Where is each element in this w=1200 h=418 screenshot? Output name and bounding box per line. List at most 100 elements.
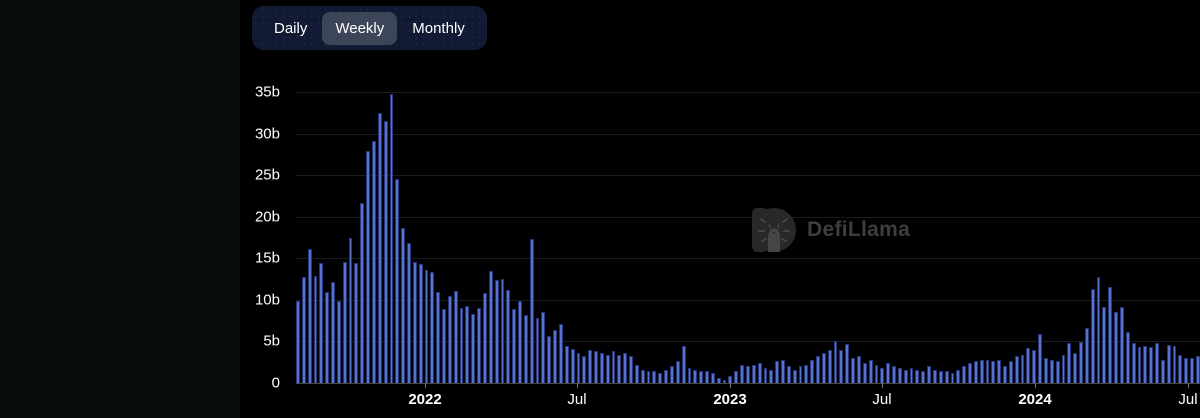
bar[interactable]	[488, 270, 493, 383]
bar[interactable]	[979, 359, 984, 383]
bar[interactable]	[833, 340, 838, 383]
bar[interactable]	[570, 348, 575, 383]
bar[interactable]	[1190, 358, 1194, 383]
bar[interactable]	[518, 300, 522, 383]
bar[interactable]	[389, 93, 394, 383]
bar[interactable]	[687, 368, 692, 383]
bar[interactable]	[781, 359, 785, 383]
bar[interactable]	[436, 291, 441, 383]
bar[interactable]	[301, 277, 306, 383]
bar[interactable]	[775, 360, 780, 383]
bar[interactable]	[757, 363, 762, 383]
bar[interactable]	[710, 373, 715, 383]
bar[interactable]	[857, 356, 861, 383]
bar[interactable]	[535, 318, 540, 383]
bar[interactable]	[576, 353, 581, 383]
bar[interactable]	[1067, 343, 1072, 383]
bar[interactable]	[927, 366, 931, 383]
bar[interactable]	[1049, 359, 1054, 383]
bar[interactable]	[442, 309, 446, 383]
bar[interactable]	[1096, 276, 1101, 383]
bar[interactable]	[412, 261, 417, 383]
bar[interactable]	[325, 291, 330, 383]
bar[interactable]	[1108, 286, 1113, 383]
toggle-daily-button[interactable]: Daily	[261, 12, 320, 45]
bar[interactable]	[956, 369, 961, 383]
bar[interactable]	[1055, 361, 1060, 383]
bar[interactable]	[354, 263, 359, 383]
bar[interactable]	[582, 356, 587, 383]
bar[interactable]	[1137, 347, 1142, 383]
bar[interactable]	[523, 314, 528, 383]
bar[interactable]	[851, 358, 855, 383]
bar[interactable]	[331, 282, 335, 383]
bar[interactable]	[401, 227, 406, 383]
bar[interactable]	[839, 349, 844, 383]
bar[interactable]	[810, 359, 815, 383]
bar[interactable]	[424, 269, 429, 383]
bar[interactable]	[921, 370, 926, 383]
bar[interactable]	[932, 369, 937, 383]
bar[interactable]	[816, 356, 820, 383]
bar[interactable]	[377, 112, 382, 383]
bar[interactable]	[1184, 358, 1189, 383]
bar[interactable]	[307, 249, 312, 383]
bar[interactable]	[821, 353, 826, 383]
bar[interactable]	[296, 300, 300, 383]
bar[interactable]	[471, 314, 476, 383]
bar[interactable]	[640, 369, 645, 383]
bar[interactable]	[529, 239, 534, 383]
bar[interactable]	[991, 361, 996, 383]
bar[interactable]	[973, 361, 978, 383]
bar[interactable]	[611, 351, 616, 383]
bar[interactable]	[594, 351, 598, 383]
bar[interactable]	[371, 141, 376, 383]
bar[interactable]	[1003, 366, 1007, 383]
bar[interactable]	[407, 243, 411, 383]
bar[interactable]	[915, 369, 920, 383]
bar[interactable]	[1090, 289, 1095, 383]
bar[interactable]	[652, 371, 657, 383]
bar[interactable]	[629, 356, 633, 383]
bar[interactable]	[740, 364, 744, 383]
bar[interactable]	[1084, 328, 1089, 383]
bar[interactable]	[1155, 343, 1159, 383]
bar[interactable]	[892, 366, 896, 383]
bar[interactable]	[395, 178, 400, 383]
bar[interactable]	[1114, 311, 1118, 383]
bar[interactable]	[418, 264, 423, 383]
bar[interactable]	[705, 371, 709, 383]
bar[interactable]	[541, 311, 546, 383]
bar[interactable]	[845, 343, 850, 383]
bar[interactable]	[623, 353, 628, 383]
bar[interactable]	[886, 363, 891, 383]
bar[interactable]	[681, 345, 686, 383]
bar[interactable]	[763, 368, 768, 383]
bar[interactable]	[1119, 307, 1124, 383]
bar[interactable]	[483, 293, 487, 383]
bar[interactable]	[997, 359, 1002, 383]
bar[interactable]	[465, 305, 470, 383]
bar[interactable]	[313, 275, 318, 383]
bar[interactable]	[477, 308, 481, 383]
bar[interactable]	[1032, 349, 1037, 383]
bar[interactable]	[909, 368, 914, 383]
bar[interactable]	[670, 366, 674, 383]
bar[interactable]	[1014, 356, 1019, 383]
bar[interactable]	[1131, 343, 1136, 383]
bar[interactable]	[985, 359, 990, 383]
bar[interactable]	[1143, 345, 1148, 383]
bar[interactable]	[453, 290, 458, 383]
bar[interactable]	[558, 324, 563, 383]
bar[interactable]	[1172, 345, 1177, 383]
bar[interactable]	[658, 373, 663, 383]
bar[interactable]	[798, 366, 803, 383]
chart-plot-area[interactable]: 2022 Jul 2023 Jul 2024 Jul	[296, 92, 1200, 408]
bar[interactable]	[968, 363, 972, 383]
bar[interactable]	[348, 238, 353, 383]
toggle-weekly-button[interactable]: Weekly	[322, 11, 398, 45]
bar[interactable]	[880, 368, 885, 383]
bar[interactable]	[1073, 353, 1078, 383]
bar[interactable]	[366, 151, 370, 383]
bar[interactable]	[950, 373, 955, 383]
